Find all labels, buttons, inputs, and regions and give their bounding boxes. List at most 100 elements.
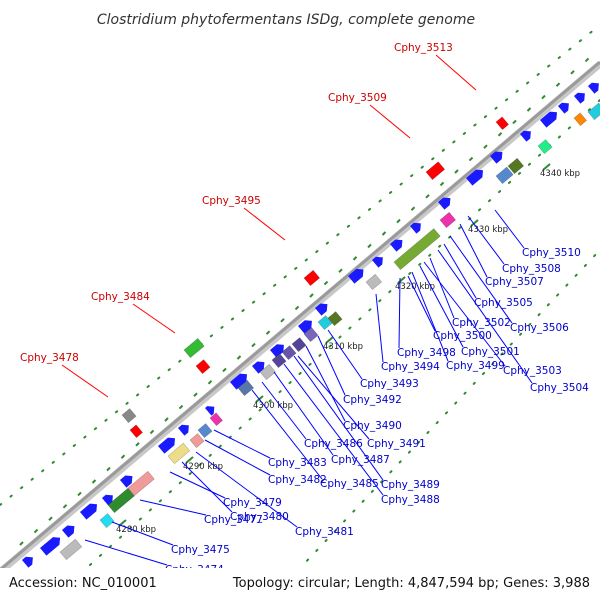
reverse-gene-label: Cphy_3478 [20,352,79,364]
forward-gene-label: Cphy_3490 [343,420,402,432]
colored-gene [495,166,514,185]
colored-gene [167,442,191,465]
minor-tick [236,355,242,360]
forward-gene-label: Cphy_3503 [503,365,562,377]
colored-gene [365,273,383,291]
forward-gene [298,320,312,334]
reverse-gene-label: Cphy_3509 [328,92,387,104]
forward-leader-line [423,261,506,367]
forward-leader-line [419,265,464,348]
forward-leader-line [251,389,323,480]
colored-gene [317,315,333,331]
colored-gene [327,311,343,327]
forward-gene [574,92,585,104]
forward-gene [205,406,215,416]
minor-tick [512,119,517,125]
accession-text: Accession: NC_010001 [9,576,157,591]
forward-gene [438,197,451,210]
forward-gene [520,130,531,142]
backbone-shadow [0,61,600,575]
forward-gene-label: Cphy_3485 [320,478,379,490]
minor-tick [251,342,256,348]
forward-gene-label: Cphy_3493 [360,378,419,390]
colored-gene [281,345,297,361]
colored-gene [537,139,553,155]
colored-gene [237,379,255,397]
minor-tick [62,504,68,509]
forward-gene-label: Cphy_3488 [381,494,440,506]
scale-label: 4300 kbp [253,401,293,411]
minor-tick [468,156,474,162]
footer-bar [0,568,600,600]
forward-leader-line [305,345,346,422]
scale-tick [325,336,334,344]
forward-gene [230,373,248,390]
reverse-leader-line [369,104,411,139]
forward-gene [315,303,328,316]
scale-label: 4290 kbp [183,462,223,472]
forward-gene-label: Cphy_3480 [230,511,289,523]
minor-tick [91,479,97,484]
reverse-leader-line [435,54,477,91]
colored-gene [189,433,205,449]
colored-gene [209,412,223,427]
reverse-gene [183,338,205,359]
minor-tick [178,404,184,410]
colored-gene [573,112,587,127]
reverse-leader-line [132,303,176,334]
dotted-guides [0,24,600,600]
forward-leader-line [293,355,384,481]
forward-gene [558,102,569,114]
forward-leader-line [261,381,307,440]
gene-features [1,82,600,597]
minor-tick [352,256,358,261]
forward-gene [490,151,503,164]
minor-tick [483,144,488,149]
reverse-gene-label: Cphy_3495 [202,195,261,207]
scale-label: 4320 kbp [395,282,435,292]
forward-gene-label: Cphy_3498 [397,347,456,359]
scale-tick [470,219,479,227]
gene-labels: Cphy_3478 Cphy_3484 Cphy_3495 Cphy_3509 Cphy… [20,42,589,576]
forward-gene-label: Cphy_3489 [381,479,440,491]
minor-tick [106,466,111,472]
forward-leader-line [169,471,226,499]
minor-tick [222,367,227,373]
minor-tick [541,94,546,100]
backbone-line [0,60,600,572]
minor-tick [135,442,140,447]
forward-gene [22,556,33,568]
colored-gene [507,157,525,175]
forward-leader-line [213,429,271,459]
forward-leader-line [111,521,174,546]
forward-leader-line [437,249,533,384]
scale-label: 4340 kbp [540,169,580,179]
forward-leader-line [317,335,346,396]
minor-tick [164,417,169,422]
colored-gene [271,353,287,369]
minor-tick [555,82,561,87]
forward-gene [102,494,113,506]
forward-leader-line [204,439,271,476]
forward-gene [410,222,421,234]
forward-gene [466,169,484,186]
forward-gene-label: Cphy_3483 [268,457,327,469]
forward-gene-label: Cphy_3487 [331,454,390,466]
forward-gene-label: Cphy_3492 [343,394,402,406]
forward-gene-label: Cphy_3500 [433,330,492,342]
scale-label: 4310 kbp [323,342,363,352]
minor-tick [77,491,82,497]
forward-gene-label: Cphy_3479 [223,497,282,509]
forward-gene-label: Cphy_3482 [268,474,327,486]
forward-gene-label: Cphy_3486 [304,438,363,450]
forward-gene-label: Cphy_3481 [295,526,354,538]
forward-gene-label: Cphy_3477 [204,514,263,526]
forward-leader-line [84,539,168,566]
forward-gene [62,525,75,538]
scale-label: 4280 kbp [116,525,156,535]
minor-tick [367,243,372,249]
colored-gene [99,513,115,529]
minor-tick [396,218,401,224]
